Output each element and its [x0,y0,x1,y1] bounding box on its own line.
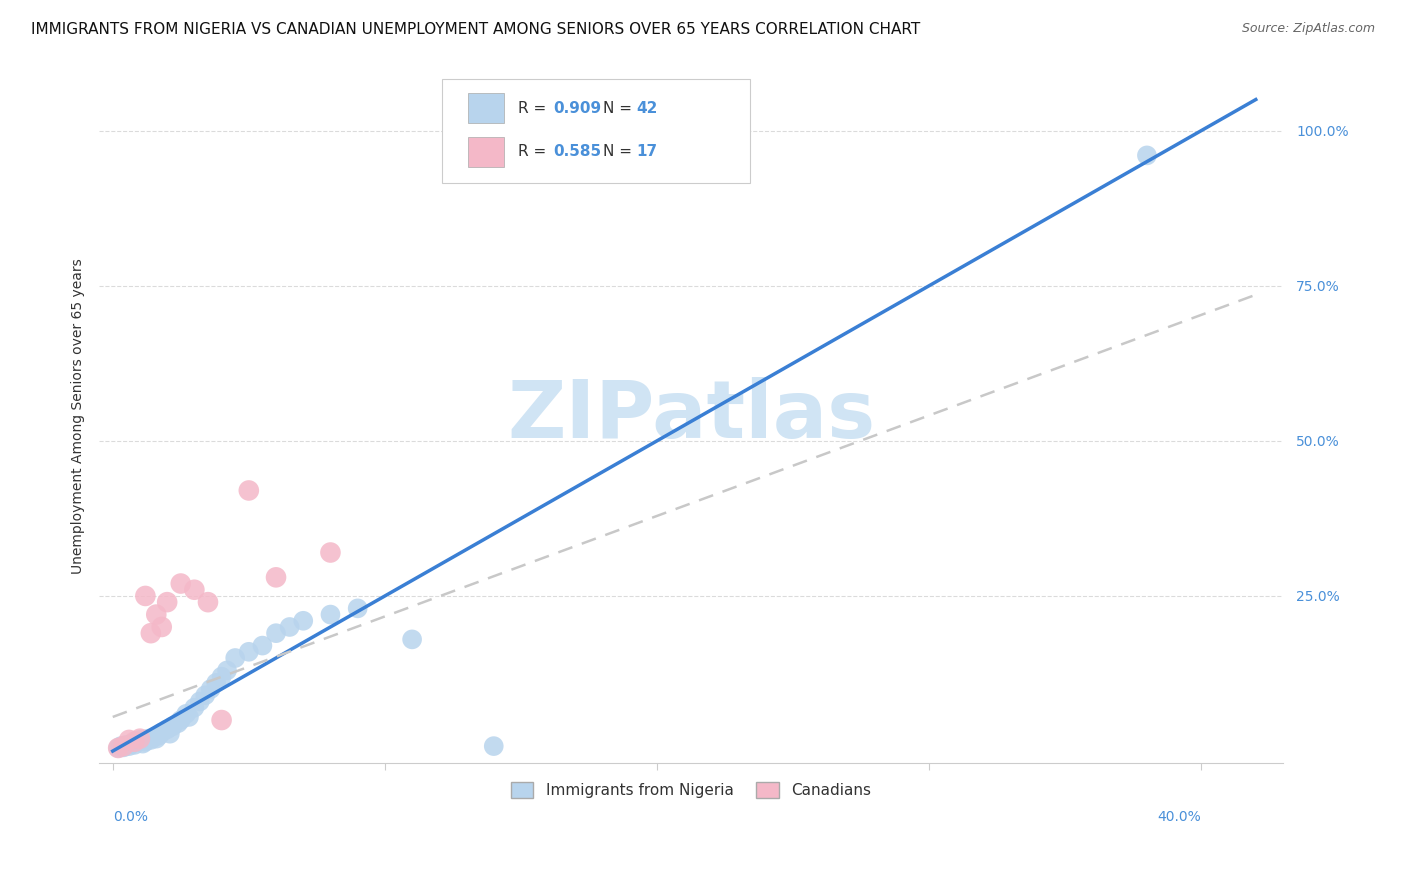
Point [118,739,141,753]
Point [145,731,167,746]
Point [264,626,287,640]
Point [319,607,342,622]
FancyBboxPatch shape [468,136,503,167]
Point [142,731,165,745]
FancyBboxPatch shape [443,79,751,183]
Point [194,688,217,702]
Point [278,620,301,634]
Point [115,738,138,752]
Point [197,595,219,609]
Point [200,681,222,696]
FancyBboxPatch shape [468,93,503,123]
Point [127,735,149,749]
Point [129,731,152,746]
Point [211,713,233,727]
Point [188,694,211,708]
Point [162,719,184,733]
Point [401,632,423,647]
Point [264,570,287,584]
Point [150,725,173,739]
Point [238,483,260,498]
Text: ZIPatlas: ZIPatlas [508,377,875,455]
Text: Source: ZipAtlas.com: Source: ZipAtlas.com [1241,22,1375,36]
Point [215,664,238,678]
Point [292,614,315,628]
Point [482,739,505,753]
Point [112,739,135,753]
Point [118,732,141,747]
Point [238,645,260,659]
Point [139,626,162,640]
Point [136,731,159,746]
Y-axis label: Unemployment Among Seniors over 65 years: Unemployment Among Seniors over 65 years [72,258,86,574]
Point [107,741,129,756]
Text: 0.0%: 0.0% [112,810,148,824]
Point [124,738,146,752]
Point [129,732,152,747]
Point [170,576,193,591]
Point [156,595,179,609]
Point [1136,148,1159,162]
Legend: Immigrants from Nigeria, Canadians: Immigrants from Nigeria, Canadians [505,776,877,805]
Point [112,740,135,755]
Point [177,710,200,724]
Point [159,727,181,741]
Point [183,582,205,597]
Point [319,545,342,559]
Text: IMMIGRANTS FROM NIGERIA VS CANADIAN UNEMPLOYMENT AMONG SENIORS OVER 65 YEARS COR: IMMIGRANTS FROM NIGERIA VS CANADIAN UNEM… [31,22,920,37]
Point [145,607,167,622]
Text: 0.909: 0.909 [554,101,602,116]
Text: 40.0%: 40.0% [1157,810,1201,824]
Point [139,732,162,747]
Text: N =: N = [603,101,637,116]
Point [183,700,205,714]
Text: R =: R = [519,101,551,116]
Point [148,729,170,743]
Text: N =: N = [603,145,637,160]
Point [134,589,156,603]
Point [156,723,179,737]
Point [174,706,197,721]
Point [170,713,193,727]
Point [121,737,143,751]
Point [167,716,190,731]
Point [107,741,129,756]
Point [124,735,146,749]
Text: R =: R = [519,145,551,160]
Point [134,735,156,749]
Point [131,737,153,751]
Point [205,675,228,690]
Point [224,651,246,665]
Text: 17: 17 [637,145,658,160]
Point [346,601,368,615]
Text: 42: 42 [637,101,658,116]
Point [211,670,233,684]
Point [150,620,173,634]
Point [110,739,132,753]
Text: 0.585: 0.585 [554,145,602,160]
Point [252,639,274,653]
